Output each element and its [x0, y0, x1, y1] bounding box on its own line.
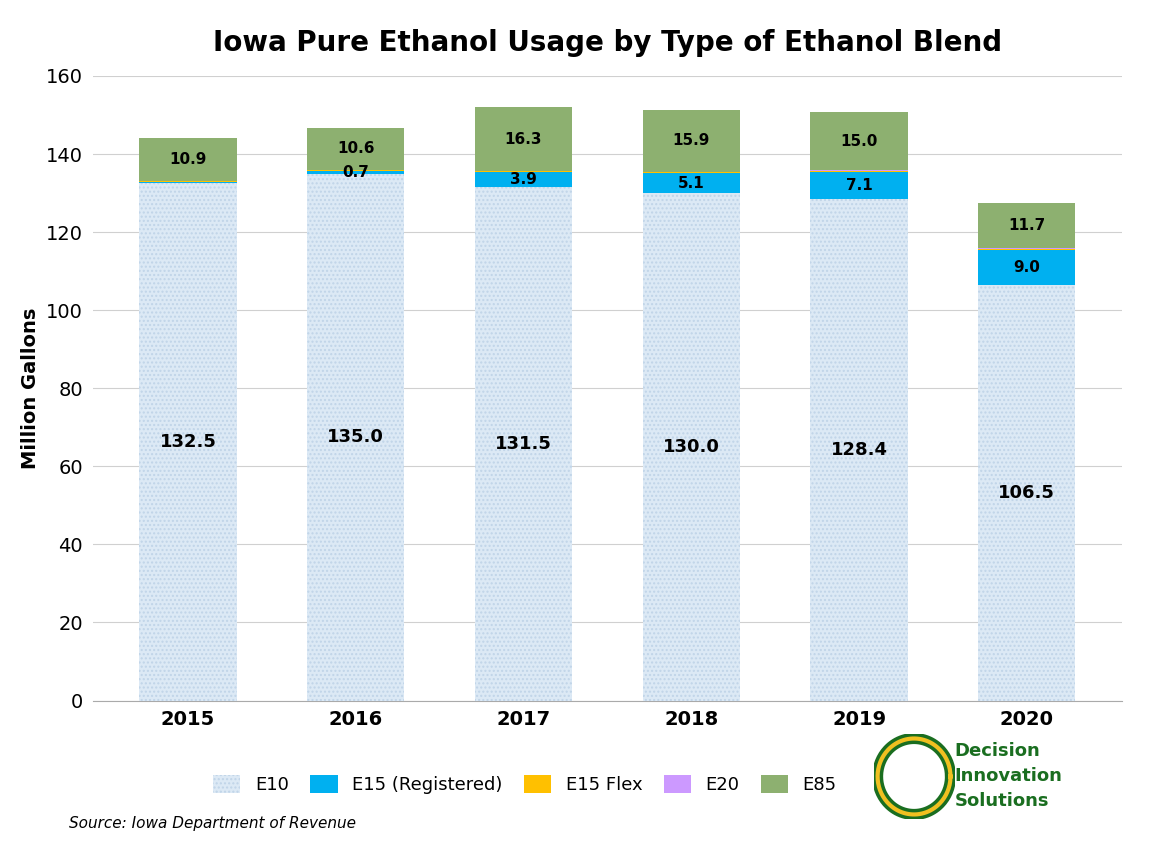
Bar: [474, 107, 573, 170]
Text: 15.0: 15.0: [840, 133, 878, 149]
Text: 132.5: 132.5: [160, 433, 216, 451]
Bar: [139, 182, 237, 183]
Bar: [642, 173, 740, 193]
Text: 9.0: 9.0: [1014, 260, 1040, 275]
Text: 131.5: 131.5: [495, 435, 552, 453]
Bar: [642, 110, 740, 172]
Bar: [810, 171, 908, 199]
Legend: E10, E15 (Registered), E15 Flex, E20, E85: E10, E15 (Registered), E15 Flex, E20, E8…: [205, 766, 846, 803]
Bar: [307, 174, 405, 701]
Text: 128.4: 128.4: [831, 441, 887, 459]
Bar: [642, 193, 740, 701]
Bar: [307, 170, 405, 174]
Bar: [978, 203, 1076, 248]
Bar: [474, 172, 573, 187]
Text: 7.1: 7.1: [846, 178, 872, 193]
Text: 135.0: 135.0: [327, 428, 384, 446]
Bar: [978, 284, 1076, 701]
Bar: [810, 199, 908, 701]
Text: 0.7: 0.7: [342, 165, 369, 180]
Bar: [139, 183, 237, 701]
Bar: [474, 187, 573, 701]
Text: 130.0: 130.0: [663, 438, 720, 456]
Bar: [978, 250, 1076, 284]
Y-axis label: Million Gallons: Million Gallons: [21, 307, 40, 469]
Text: 10.6: 10.6: [337, 142, 375, 156]
Text: 10.9: 10.9: [169, 152, 207, 167]
Text: Source: Iowa Department of Revenue: Source: Iowa Department of Revenue: [69, 816, 356, 831]
Text: 5.1: 5.1: [678, 176, 705, 191]
Bar: [307, 128, 405, 170]
Text: 106.5: 106.5: [998, 484, 1055, 501]
Text: 15.9: 15.9: [672, 133, 710, 149]
Bar: [139, 138, 237, 181]
Text: Decision
Innovation
Solutions: Decision Innovation Solutions: [955, 742, 1062, 810]
Text: 16.3: 16.3: [504, 132, 543, 147]
Text: 11.7: 11.7: [1008, 218, 1046, 233]
Title: Iowa Pure Ethanol Usage by Type of Ethanol Blend: Iowa Pure Ethanol Usage by Type of Ethan…: [213, 29, 1002, 57]
Bar: [810, 112, 908, 170]
Text: 3.9: 3.9: [510, 172, 537, 187]
